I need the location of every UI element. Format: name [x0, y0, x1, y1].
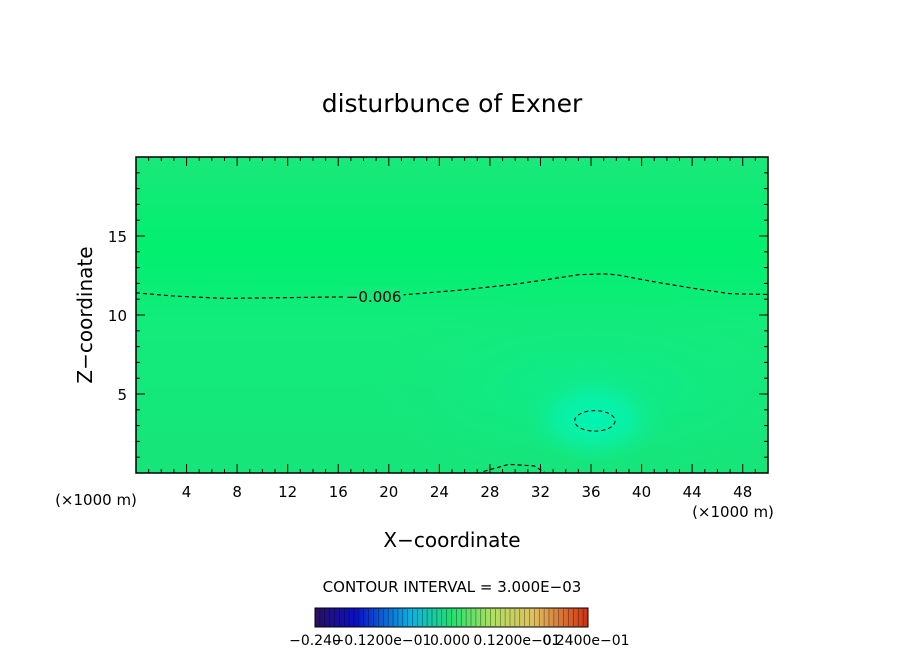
- colorbar-label: −0.1200e−01: [333, 633, 432, 649]
- field-maximum: [514, 366, 674, 470]
- x-tick-label: 40: [632, 483, 651, 501]
- y-tick-label: 5: [117, 386, 127, 404]
- y-tick-label: 15: [108, 228, 127, 246]
- contour-line: [483, 463, 545, 473]
- x-unit-left: (×1000 m): [55, 491, 137, 509]
- contour-label: −0.006: [346, 288, 402, 306]
- x-tick-labels: 4 8 12 16 20 24 28 32 36 40 44 48: [182, 483, 752, 501]
- contour-interval-text: CONTOUR INTERVAL = 3.000E−03: [323, 578, 582, 596]
- closed-contour: [574, 410, 616, 432]
- chart-title: disturbunce of Exner: [322, 89, 583, 118]
- y-tick-label: 10: [108, 307, 127, 325]
- colorbar-label: 0.1200e−01: [473, 633, 560, 649]
- x-tick-label: 48: [733, 483, 752, 501]
- colorbar-labels: −0.240−0.1200e−010.000 0.1200e−010.2400e−…: [289, 633, 629, 649]
- colorbar-label: −0.240: [289, 633, 341, 649]
- x-tick-label: 12: [278, 483, 297, 501]
- contour-lines: −0.006: [136, 273, 768, 473]
- x-tick-label: 28: [480, 483, 499, 501]
- x-tick-label: 8: [232, 483, 242, 501]
- x-unit-right: (×1000 m): [692, 503, 774, 521]
- contour-label-bg: [343, 286, 404, 307]
- x-tick-label: 16: [329, 483, 348, 501]
- x-tick-label: 36: [581, 483, 600, 501]
- colorbar-label: 0.2400e−01: [542, 633, 629, 649]
- x-tick-label: 20: [379, 483, 398, 501]
- colorbar-stripes: [319, 609, 584, 626]
- x-tick-label: 24: [430, 483, 449, 501]
- axis-ticks: [136, 157, 768, 473]
- x-axis-label: X−coordinate: [383, 528, 520, 552]
- colorbar-label: 0.000: [430, 633, 470, 649]
- y-tick-labels: 5 10 15: [108, 228, 127, 404]
- plot-area: −0.006: [136, 157, 768, 473]
- colorbar: [314, 607, 589, 628]
- y-axis-label: Z−coordinate: [73, 246, 97, 383]
- contour-line: [136, 273, 768, 300]
- x-tick-label: 44: [683, 483, 702, 501]
- x-tick-label: 4: [182, 483, 192, 501]
- x-tick-label: 32: [531, 483, 550, 501]
